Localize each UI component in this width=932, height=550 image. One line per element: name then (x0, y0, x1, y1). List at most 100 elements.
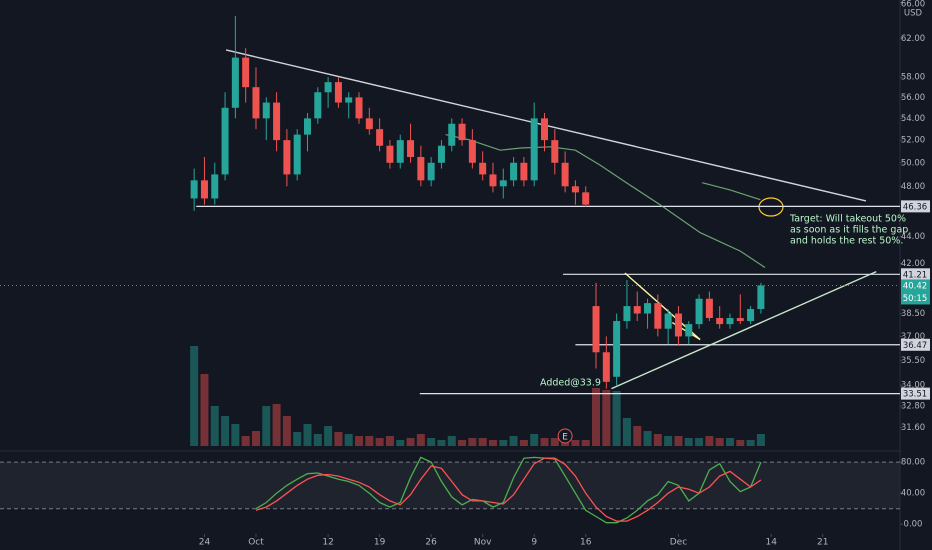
volume-bar (530, 434, 539, 446)
volume-bar (653, 434, 662, 446)
volume-bar (200, 374, 209, 446)
candle-body (489, 174, 497, 187)
volume-bar (313, 434, 322, 446)
last-price-box (901, 279, 930, 305)
volume-bar (602, 390, 611, 446)
volume-bar (540, 438, 549, 446)
candle-body (674, 313, 682, 337)
x-tick-label: 19 (374, 538, 386, 548)
y-tick-label: 42.00 (901, 259, 925, 269)
candle-body (551, 140, 559, 163)
candle-body (695, 298, 703, 325)
level-label: 33.51 (903, 390, 927, 400)
volume-bar (468, 438, 477, 446)
level-box (901, 338, 930, 351)
y-tick-label: 66.00 (901, 0, 925, 10)
volume-bar (725, 438, 734, 446)
candle-body (437, 145, 445, 163)
last-price-label: 40.42 (903, 281, 927, 291)
y-tick-label: 50.00 (901, 158, 925, 168)
candle-body (314, 92, 322, 119)
stoch-line (255, 456, 762, 524)
candle-body (582, 192, 590, 205)
candle-body (304, 118, 311, 135)
volume-bar (592, 388, 601, 446)
volume-bar (241, 436, 250, 446)
volume-bar (612, 391, 621, 446)
volume-bar (396, 440, 405, 446)
candle-body (458, 123, 466, 141)
candle-body (221, 107, 229, 175)
level-box (901, 387, 930, 400)
candle-body (407, 140, 415, 158)
candle-body (592, 306, 600, 353)
candle-body (685, 324, 693, 337)
candle-body (200, 180, 208, 199)
candle-body (211, 174, 219, 199)
y-tick-label: 44.00 (901, 232, 925, 242)
volume-bar (488, 440, 497, 446)
volume-bar (355, 436, 364, 446)
candle-body (705, 298, 713, 319)
volume-bar (272, 404, 281, 446)
event-label: E (562, 433, 568, 443)
candle-body (623, 306, 631, 322)
volume-bar (375, 438, 384, 446)
candle-body (386, 145, 394, 163)
volume-bar (664, 436, 673, 446)
candle-body (396, 140, 404, 163)
volume-bar (550, 438, 559, 446)
stoch-tick-label: 40.00 (901, 489, 925, 499)
volume-bar (643, 431, 652, 446)
candle-body (602, 352, 610, 382)
candle-body (448, 123, 456, 146)
volume-bar (674, 436, 683, 446)
candle-body (262, 102, 270, 119)
y-tick-label: 52.00 (901, 136, 925, 146)
candle-body (283, 140, 291, 175)
y-tick-label: 38.50 (901, 309, 925, 319)
candle-body (242, 57, 250, 88)
volume-bar (746, 440, 755, 446)
level-label: 41.21 (903, 270, 927, 280)
x-tick-label: 24 (199, 538, 211, 548)
volume-bar (458, 440, 467, 446)
annotation: as soon as it fills the gap (790, 225, 908, 236)
candle-body (252, 87, 260, 119)
x-tick-label: Nov (474, 538, 492, 548)
volume-bar (251, 431, 260, 446)
volume-bar (231, 424, 240, 446)
moving-average (445, 134, 766, 268)
candle-body (633, 306, 641, 314)
x-tick-label: 16 (580, 538, 592, 548)
x-tick-label: 12 (322, 538, 333, 548)
y-tick-label: 54.00 (901, 114, 925, 124)
candle-body (190, 180, 198, 199)
level-label: 36.47 (903, 341, 927, 351)
volume-bar (365, 436, 374, 446)
candle-body (530, 118, 538, 181)
currency-label: USD (904, 9, 923, 19)
candle-body (716, 318, 724, 325)
candle-body (417, 157, 425, 181)
volume-bar (519, 440, 528, 446)
candle-body (324, 82, 332, 93)
candle-body (664, 313, 672, 329)
annotation: and holds the rest 50%. (790, 236, 903, 247)
candle-body (365, 118, 373, 130)
volume-bar (447, 436, 456, 446)
volume-bar (571, 440, 580, 446)
volume-bar (190, 346, 199, 446)
candle-body (345, 97, 353, 103)
volume-bar (695, 438, 704, 446)
volume-bar (581, 440, 590, 446)
volume-bar (478, 438, 487, 446)
level-box (901, 200, 930, 213)
candle-body (644, 303, 652, 314)
x-tick-label: 26 (425, 538, 437, 548)
candle-body (561, 162, 569, 187)
volume-bar (427, 438, 436, 446)
volume-bar (437, 440, 446, 446)
candle-body (520, 162, 528, 181)
